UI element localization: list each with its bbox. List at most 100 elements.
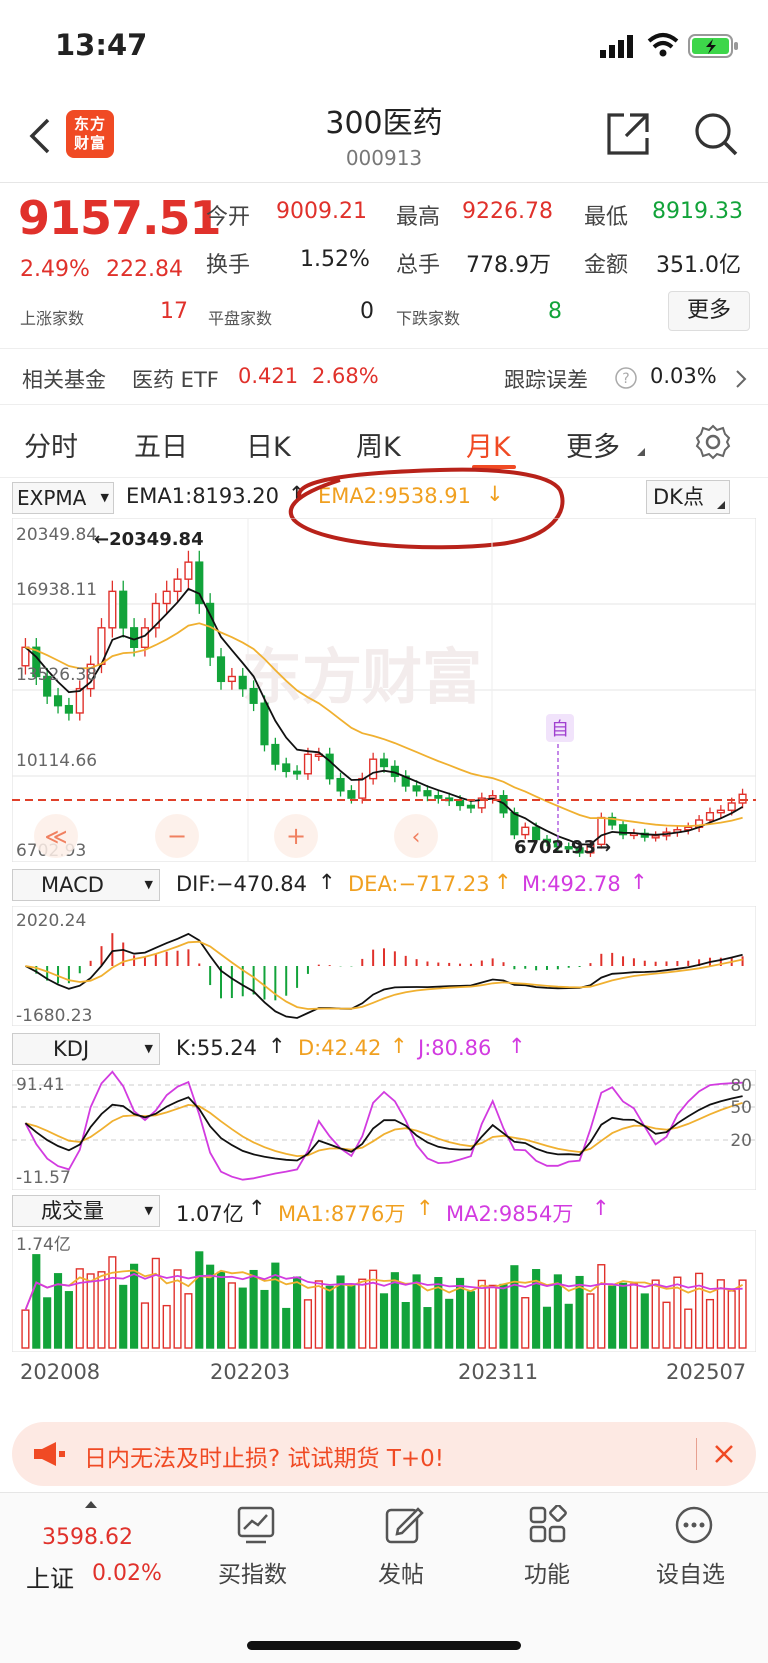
ema2-down-icon: ↓ <box>486 482 504 506</box>
open-value: 9009.21 <box>276 199 367 224</box>
nav-buy-index[interactable]: 买指数 <box>218 1562 287 1588</box>
candle-body <box>293 770 302 775</box>
volume-row: 成交量 ▼ 1.07亿 ↑ MA1:8776万 ↑ MA2:9854万 ↑ <box>0 1192 768 1230</box>
candle-body <box>521 826 530 836</box>
dk-button[interactable]: DK点 <box>646 480 730 514</box>
volume-chart[interactable]: 1.74亿 <box>12 1230 756 1352</box>
volume-bar <box>575 1275 584 1349</box>
candle-body <box>466 804 475 809</box>
fund-label: 相关基金 <box>22 368 106 392</box>
tracking-value: 0.03% <box>650 364 717 388</box>
kdj-selector[interactable]: KDJ ▼ <box>12 1033 160 1065</box>
volume-selector[interactable]: 成交量 ▼ <box>12 1195 160 1227</box>
tab-intraday[interactable]: 分时 <box>24 432 78 463</box>
volume-bar <box>597 1264 606 1349</box>
zoom-in-icon: + <box>286 822 306 850</box>
dif-value: DIF:−470.84 <box>176 872 307 896</box>
volume-bar <box>162 1304 171 1349</box>
high-label: 最高 <box>396 205 441 230</box>
main-indicator-row: EXPMA ▼ EMA1:8193.20 ↑ EMA2:9538.91 ↓ DK点 <box>0 478 768 516</box>
tab-monthly-k[interactable]: 月K <box>466 432 511 463</box>
candle-body <box>477 797 486 809</box>
volume-bar <box>325 1285 334 1349</box>
volume-bar <box>684 1308 693 1349</box>
vol-ma2-line <box>24 1273 743 1311</box>
fund-price: 0.421 <box>238 364 299 388</box>
more-button[interactable]: 更多 <box>668 291 750 331</box>
candle-body <box>260 702 269 746</box>
expma-selector[interactable]: EXPMA ▼ <box>12 482 114 514</box>
change-pct: 2.49% <box>20 257 90 282</box>
index-pct[interactable]: 0.02% <box>92 1561 162 1586</box>
change-value: 222.84 <box>106 257 183 282</box>
macd-chart[interactable]: 2020.24 -1680.23 <box>12 906 756 1026</box>
candle-body <box>108 590 117 629</box>
volume-bar <box>369 1269 378 1349</box>
m-up-icon: ↑ <box>630 870 648 894</box>
volume-bar <box>336 1275 345 1349</box>
nav-post[interactable]: 发帖 <box>378 1562 424 1588</box>
chevron-right-icon <box>736 370 747 388</box>
more-dots-icon <box>675 1506 713 1544</box>
volume-bar <box>662 1301 671 1349</box>
down-count-label: 下跌家数 <box>396 309 461 328</box>
volume-bar <box>618 1282 628 1349</box>
stock-code: 000913 <box>345 146 423 170</box>
volume-bar <box>53 1273 63 1349</box>
back-icon[interactable] <box>26 116 52 156</box>
tab-more[interactable]: 更多 <box>566 432 620 463</box>
volume-bar <box>216 1271 226 1349</box>
kdj-chart[interactable]: 91.41 -11.57 80 50 20 <box>12 1070 756 1190</box>
j-line <box>24 1070 743 1181</box>
grid-icon <box>529 1505 567 1543</box>
related-fund-row[interactable]: 相关基金 医药 ETF 0.421 2.68% 跟踪误差 ? 0.03% <box>0 350 768 402</box>
promo-banner[interactable]: 日内无法及时止损? 试试期货 T+0! <box>12 1422 756 1486</box>
candle-body <box>140 627 150 648</box>
tab-active-indicator <box>472 465 516 469</box>
status-bar: 13:47 <box>0 0 768 90</box>
volume-bar <box>705 1298 715 1349</box>
nav-add-watchlist[interactable]: 设自选 <box>656 1562 725 1588</box>
settings-icon[interactable] <box>694 423 732 461</box>
candle-body <box>684 826 693 831</box>
candle-body <box>75 687 84 714</box>
nav-functions[interactable]: 功能 <box>524 1562 570 1588</box>
chevron-down-icon: ▼ <box>144 1204 153 1217</box>
volume-bar <box>608 1285 617 1349</box>
y-label-1: 16938.11 <box>16 580 97 600</box>
volume-bar <box>412 1274 421 1349</box>
volume-value: 778.9万 <box>466 253 551 278</box>
x-label-1: 202203 <box>210 1360 291 1384</box>
volume-bar <box>130 1263 139 1349</box>
candle-body <box>249 687 258 704</box>
app-logo: 东方财富 <box>66 110 114 158</box>
help-icon[interactable]: ? <box>614 366 638 390</box>
m-value: M:492.78 <box>522 872 621 896</box>
ema1-value: EMA1:8193.20 <box>126 484 280 508</box>
tab-weekly-k[interactable]: 周K <box>356 432 401 463</box>
tab-five-day[interactable]: 五日 <box>134 432 188 463</box>
volume-bar <box>553 1274 562 1349</box>
tab-daily-k[interactable]: 日K <box>246 432 291 463</box>
chart-watermark: 东方财富 <box>242 643 482 713</box>
candle-body <box>608 816 617 826</box>
candlestick-chart[interactable]: 东方财富 自 20349.84 16938.11 13526.38 10114.… <box>12 518 756 862</box>
search-icon[interactable] <box>692 110 740 158</box>
candles <box>21 550 747 857</box>
share-icon[interactable] <box>604 110 652 158</box>
turnover-label: 换手 <box>206 253 251 278</box>
candle-body <box>379 758 389 768</box>
dea-up-icon: ↑ <box>494 870 512 894</box>
dk-button-label: DK点 <box>653 485 704 509</box>
macd-selector[interactable]: MACD ▼ <box>12 869 160 901</box>
home-indicator <box>247 1641 521 1650</box>
index-value[interactable]: 3598.62 <box>42 1525 133 1550</box>
kdj-level-50: 50 <box>730 1098 752 1118</box>
close-icon[interactable] <box>712 1442 736 1466</box>
index-name[interactable]: 上证 <box>26 1565 74 1593</box>
candle-body <box>532 826 541 841</box>
candle-body <box>64 704 73 714</box>
caret-up-icon <box>85 1501 97 1508</box>
volume-bar <box>542 1306 552 1349</box>
macd-row: MACD ▼ DIF:−470.84 ↑ DEA:−717.23 ↑ M:492.… <box>0 866 768 904</box>
